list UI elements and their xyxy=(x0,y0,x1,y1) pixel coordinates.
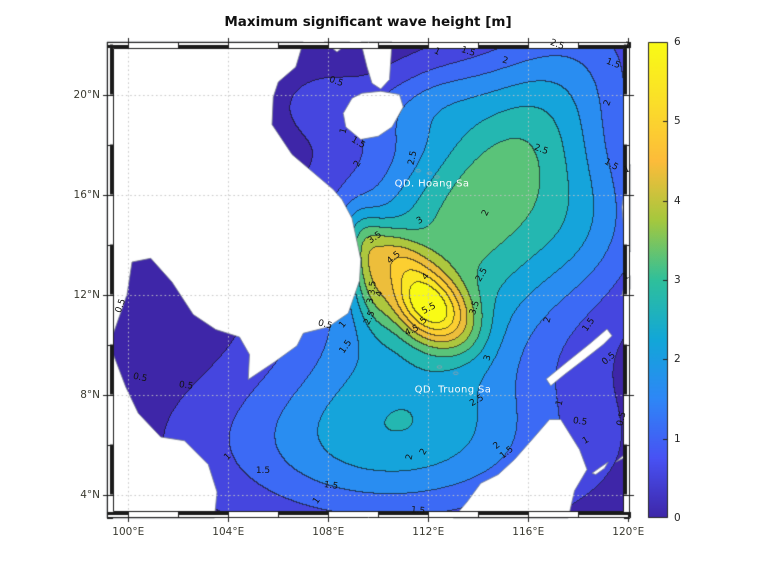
colorbar-tick-label: 3 xyxy=(674,274,681,286)
contour-label: 0.5 xyxy=(572,416,588,428)
contour-label: 1.5 xyxy=(255,466,271,476)
x-tick-label: 104°E xyxy=(212,526,245,538)
colorbar-tick-label: 0 xyxy=(674,512,681,524)
x-tick-label: 112°E xyxy=(412,526,445,538)
contour-label: 1.5 xyxy=(323,480,339,492)
y-tick-label: 12°N xyxy=(73,288,100,301)
contour-label: 0.5 xyxy=(178,380,194,392)
colorbar-tick-label: 5 xyxy=(674,115,681,128)
x-tick-label: 116°E xyxy=(512,526,545,538)
contour-label: 1.5 xyxy=(410,505,426,517)
chart-title: Maximum significant wave height [m] xyxy=(224,14,512,30)
colorbar-tick-label: 2 xyxy=(674,353,681,366)
island-group-label: QD. Hoang Sa xyxy=(394,178,470,190)
colorbar-tick-label: 4 xyxy=(674,194,681,207)
y-tick-label: 20°N xyxy=(73,88,100,101)
colorbar-tick-label: 1 xyxy=(674,432,681,445)
y-tick-label: 8°N xyxy=(80,388,100,401)
y-tick-label: 4°N xyxy=(80,488,100,501)
x-tick-label: 120°E xyxy=(612,526,645,538)
x-tick-label: 108°E xyxy=(312,526,345,538)
y-tick-label: 16°N xyxy=(73,188,100,201)
colorbar-tick-label: 6 xyxy=(674,36,681,48)
island-group-label: QD. Truong Sa xyxy=(414,384,492,396)
x-tick-label: 100°E xyxy=(112,526,145,538)
